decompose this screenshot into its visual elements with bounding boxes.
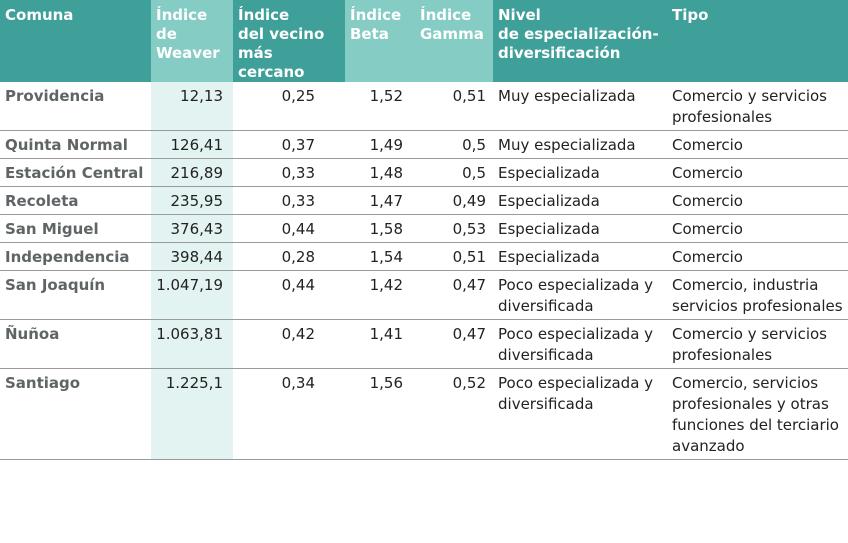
cell-vecino: 0,33 [233, 158, 345, 187]
cell-gamma: 0,53 [415, 214, 493, 243]
cell-comuna: Estación Central [0, 158, 151, 187]
table-row: San Miguel 376,43 0,44 1,58 0,53 Especializad… [0, 214, 848, 243]
cell-comuna: Ñuñoa [0, 319, 151, 369]
cell-vecino: 0,28 [233, 242, 345, 271]
cell-gamma: 0,5 [415, 158, 493, 187]
cell-gamma: 0,47 [415, 319, 493, 369]
cell-comuna: Recoleta [0, 186, 151, 215]
cell-beta: 1,47 [345, 186, 415, 215]
cell-nivel: Especializada [493, 242, 667, 271]
cell-tipo: Comercio [667, 186, 848, 215]
table-row: Estación Central 216,89 0,33 1,48 0,5 Especia… [0, 158, 848, 187]
cell-vecino: 0,44 [233, 270, 345, 320]
cell-tipo: Comercio y servicios profesionales [667, 319, 848, 369]
cell-beta: 1,52 [345, 82, 415, 131]
cell-nivel: Poco especializada y diversificada [493, 368, 667, 460]
cell-vecino: 0,33 [233, 186, 345, 215]
cell-nivel: Especializada [493, 214, 667, 243]
cell-vecino: 0,44 [233, 214, 345, 243]
table-row: Providencia 12,13 0,25 1,52 0,51 Muy especial… [0, 82, 848, 131]
cell-nivel: Muy especializada [493, 130, 667, 159]
cell-vecino: 0,25 [233, 82, 345, 131]
cell-weaver: 235,95 [151, 186, 233, 215]
cell-tipo: Comercio, servicios profesionales y otra… [667, 368, 848, 460]
cell-nivel: Poco especializada y diversificada [493, 319, 667, 369]
cell-vecino: 0,37 [233, 130, 345, 159]
cell-weaver: 12,13 [151, 82, 233, 131]
header-comuna: Comuna [0, 0, 151, 82]
cell-weaver: 1.225,1 [151, 368, 233, 460]
header-gamma: Índice Gamma [415, 0, 493, 82]
cell-tipo: Comercio y servicios profesionales [667, 82, 848, 131]
comunas-table: Comuna Índice de Weaver Índice del vecino má… [0, 0, 848, 460]
cell-vecino: 0,34 [233, 368, 345, 460]
cell-weaver: 398,44 [151, 242, 233, 271]
cell-gamma: 0,51 [415, 82, 493, 131]
table-row: Ñuñoa 1.063,81 0,42 1,41 0,47 Poco especializ… [0, 319, 848, 369]
header-nivel: Nivel de especialización-diversificación [493, 0, 667, 82]
table-row: Recoleta 235,95 0,33 1,47 0,49 Especializada C… [0, 186, 848, 215]
cell-comuna: San Miguel [0, 214, 151, 243]
cell-beta: 1,42 [345, 270, 415, 320]
cell-tipo: Comercio [667, 214, 848, 243]
header-beta: Índice Beta [345, 0, 415, 82]
table-row: Quinta Normal 126,41 0,37 1,49 0,5 Muy especi… [0, 130, 848, 159]
header-weaver: Índice de Weaver [151, 0, 233, 82]
cell-gamma: 0,51 [415, 242, 493, 271]
cell-tipo: Comercio, industria servicios profesiona… [667, 270, 848, 320]
cell-weaver: 376,43 [151, 214, 233, 243]
cell-tipo: Comercio [667, 158, 848, 187]
cell-comuna: Santiago [0, 368, 151, 460]
cell-nivel: Muy especializada [493, 82, 667, 131]
cell-tipo: Comercio [667, 130, 848, 159]
cell-comuna: Providencia [0, 82, 151, 131]
cell-beta: 1,49 [345, 130, 415, 159]
cell-comuna: San Joaquín [0, 270, 151, 320]
cell-beta: 1,54 [345, 242, 415, 271]
table-row: San Joaquín 1.047,19 0,44 1,42 0,47 Poco espe… [0, 270, 848, 320]
table-row: Independencia 398,44 0,28 1,54 0,51 Especiali… [0, 242, 848, 271]
cell-tipo: Comercio [667, 242, 848, 271]
cell-weaver: 216,89 [151, 158, 233, 187]
table-row: Santiago 1.225,1 0,34 1,56 0,52 Poco especial… [0, 368, 848, 460]
cell-vecino: 0,42 [233, 319, 345, 369]
cell-beta: 1,48 [345, 158, 415, 187]
cell-beta: 1,41 [345, 319, 415, 369]
cell-gamma: 0,49 [415, 186, 493, 215]
cell-comuna: Quinta Normal [0, 130, 151, 159]
cell-gamma: 0,52 [415, 368, 493, 460]
cell-nivel: Especializada [493, 158, 667, 187]
header-row: Comuna Índice de Weaver Índice del vecino má… [0, 0, 848, 82]
cell-nivel: Especializada [493, 186, 667, 215]
cell-beta: 1,56 [345, 368, 415, 460]
header-tipo: Tipo [667, 0, 848, 82]
header-vecino: Índice del vecino más cercano [233, 0, 345, 82]
cell-nivel: Poco especializada y diversificada [493, 270, 667, 320]
cell-gamma: 0,47 [415, 270, 493, 320]
cell-weaver: 1.063,81 [151, 319, 233, 369]
cell-weaver: 1.047,19 [151, 270, 233, 320]
cell-weaver: 126,41 [151, 130, 233, 159]
cell-gamma: 0,5 [415, 130, 493, 159]
cell-comuna: Independencia [0, 242, 151, 271]
cell-beta: 1,58 [345, 214, 415, 243]
